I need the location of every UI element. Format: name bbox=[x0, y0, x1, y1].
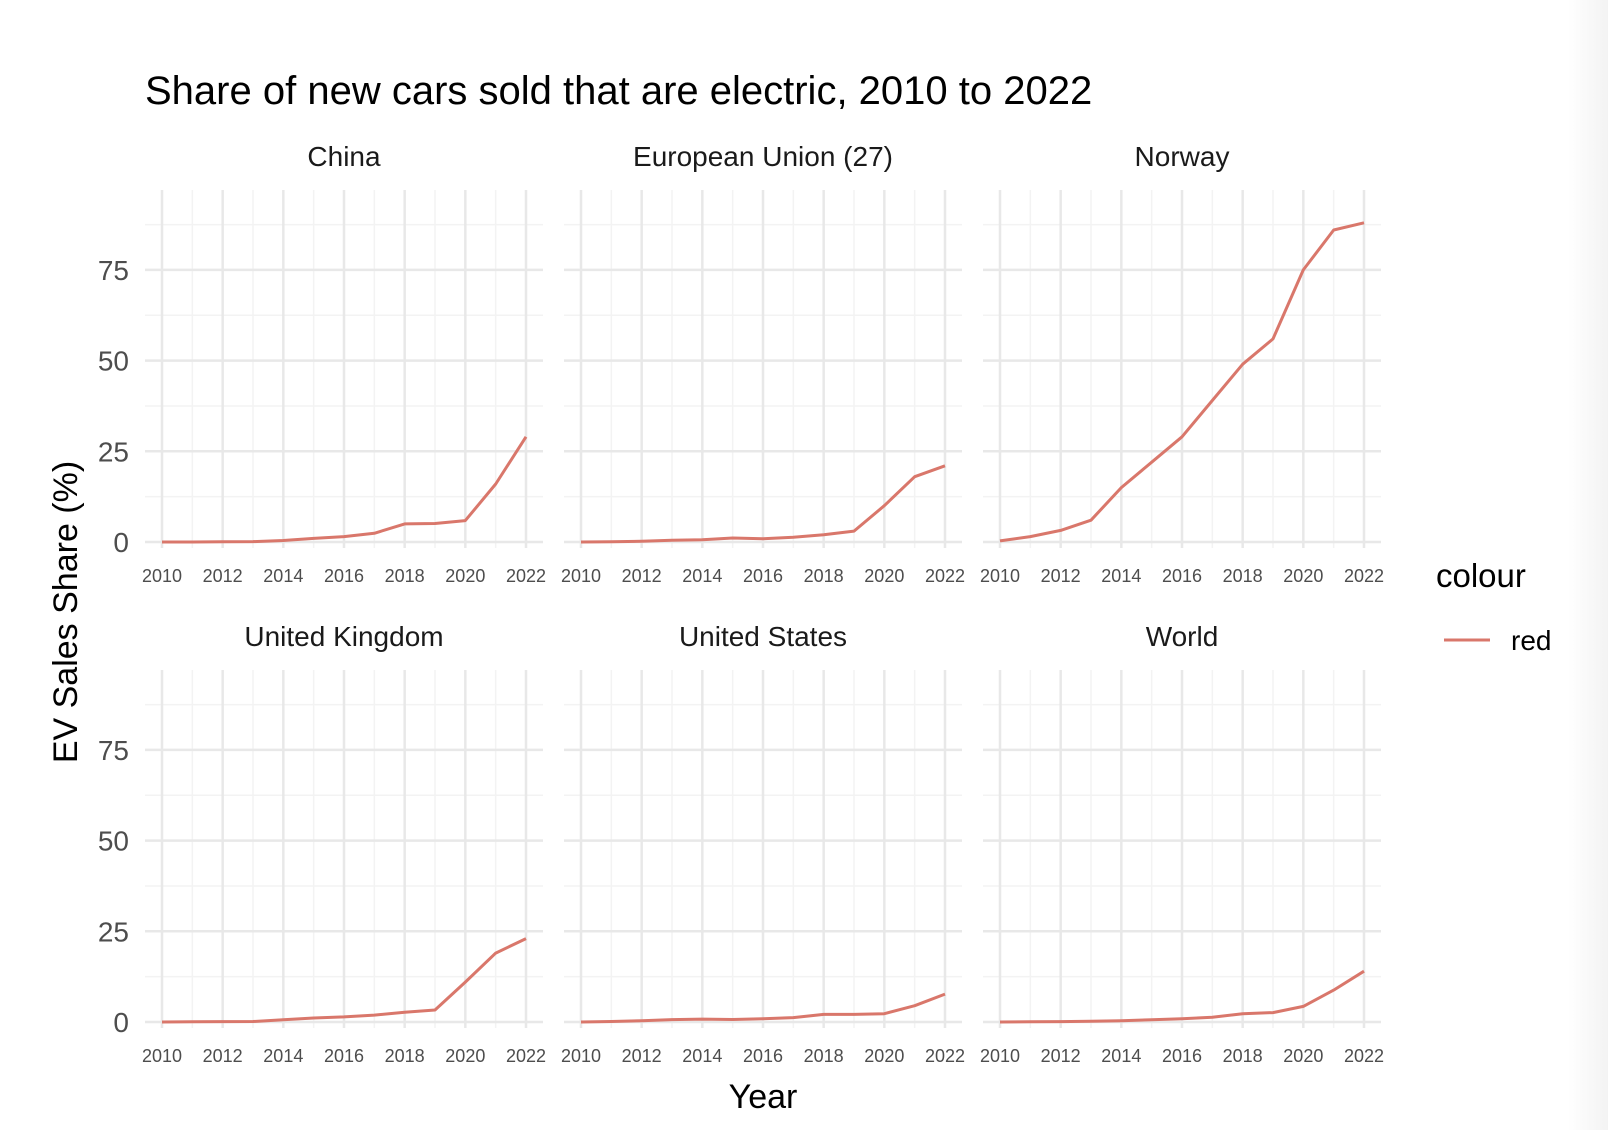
x-tick-label: 2014 bbox=[682, 1046, 722, 1066]
x-tick-label: 2012 bbox=[1041, 1046, 1081, 1066]
x-tick-label: 2018 bbox=[804, 1046, 844, 1066]
x-tick-label: 2012 bbox=[1041, 566, 1081, 586]
facet-label-united-kingdom: United Kingdom bbox=[244, 621, 443, 652]
y-tick-label: 0 bbox=[113, 527, 129, 558]
x-tick-label: 2010 bbox=[142, 566, 182, 586]
y-tick-label: 75 bbox=[98, 735, 129, 766]
x-tick-label: 2010 bbox=[980, 1046, 1020, 1066]
x-tick-label: 2014 bbox=[1101, 1046, 1141, 1066]
x-tick-label: 2020 bbox=[445, 1046, 485, 1066]
x-tick-label: 2010 bbox=[561, 1046, 601, 1066]
x-tick-label: 2018 bbox=[804, 566, 844, 586]
series-line-united-states bbox=[580, 992, 946, 1024]
x-tick-label: 2022 bbox=[506, 566, 546, 586]
x-tick-label: 2012 bbox=[622, 566, 662, 586]
panel-united-states: United States 2010 2012 2014 2016 2018 2020 202… bbox=[561, 621, 965, 1066]
y-tick-label: 0 bbox=[113, 1007, 129, 1038]
x-tick-label: 2014 bbox=[263, 566, 303, 586]
facet-label-norway: Norway bbox=[1135, 141, 1230, 172]
x-tick-label: 2020 bbox=[1283, 1046, 1323, 1066]
series-line-china bbox=[162, 435, 528, 544]
legend-entry-label: red bbox=[1511, 625, 1551, 656]
x-tick-label: 2022 bbox=[925, 566, 965, 586]
x-tick-label: 2012 bbox=[622, 1046, 662, 1066]
y-tick-label: 25 bbox=[98, 916, 129, 947]
x-tick-label: 2016 bbox=[743, 1046, 783, 1066]
panel-china: China 2010 2012 2014 2016 2018 2020 2022 0 25 50 75 bbox=[98, 141, 546, 586]
y-tick-label: 25 bbox=[98, 436, 129, 467]
x-tick-label: 2020 bbox=[445, 566, 485, 586]
panel-united-kingdom: United Kingdom 2010 2012 2014 2016 2018 2020 20… bbox=[98, 621, 546, 1066]
window-edge-shade bbox=[1568, 0, 1608, 1130]
x-tick-label: 2020 bbox=[864, 566, 904, 586]
x-tick-label: 2022 bbox=[506, 1046, 546, 1066]
panel-world: World 2010 2012 2014 2016 2018 2020 2022 bbox=[980, 621, 1384, 1066]
x-tick-label: 2010 bbox=[980, 566, 1020, 586]
x-tick-label: 2018 bbox=[1223, 566, 1263, 586]
x-tick-label: 2016 bbox=[1162, 566, 1202, 586]
facet-label-european-union-27: European Union (27) bbox=[633, 141, 893, 172]
x-tick-label: 2010 bbox=[561, 566, 601, 586]
facet-panels: China 2010 2012 2014 2016 2018 2020 2022 0 25 50 75… bbox=[98, 141, 1384, 1066]
y-tick-label: 75 bbox=[98, 255, 129, 286]
x-tick-label: 2018 bbox=[1223, 1046, 1263, 1066]
x-tick-label: 2014 bbox=[263, 1046, 303, 1066]
series-line-world bbox=[999, 969, 1365, 1024]
chart-title: Share of new cars sold that are electric… bbox=[145, 69, 1092, 113]
x-tick-label: 2018 bbox=[385, 1046, 425, 1066]
x-tick-label: 2016 bbox=[1162, 1046, 1202, 1066]
x-tick-label: 2022 bbox=[925, 1046, 965, 1066]
y-tick-label: 50 bbox=[98, 346, 129, 377]
series-line-united-kingdom bbox=[161, 937, 527, 1024]
panel-norway: Norway 2010 2012 2014 2016 2018 2020 2022 bbox=[980, 141, 1384, 586]
legend: colour red bbox=[1436, 557, 1551, 656]
x-tick-label: 2022 bbox=[1344, 566, 1384, 586]
x-tick-label: 2014 bbox=[682, 566, 722, 586]
x-tick-label: 2016 bbox=[743, 566, 783, 586]
panel-european-union-27: European Union (27) 2010 2012 2014 2016 2018 2… bbox=[561, 141, 965, 586]
x-tick-label: 2014 bbox=[1101, 566, 1141, 586]
x-tick-label: 2020 bbox=[1283, 566, 1323, 586]
x-tick-label: 2012 bbox=[203, 566, 243, 586]
y-axis-label: EV Sales Share (%) bbox=[47, 461, 85, 763]
x-tick-label: 2010 bbox=[142, 1046, 182, 1066]
x-tick-label: 2022 bbox=[1344, 1046, 1384, 1066]
facet-label-world: World bbox=[1146, 621, 1219, 652]
legend-title: colour bbox=[1436, 557, 1526, 594]
x-tick-label: 2016 bbox=[324, 566, 364, 586]
x-tick-label: 2012 bbox=[203, 1046, 243, 1066]
facet-label-china: China bbox=[307, 141, 381, 172]
facet-label-united-states: United States bbox=[679, 621, 847, 652]
x-tick-label: 2020 bbox=[864, 1046, 904, 1066]
x-axis-label: Year bbox=[729, 1078, 798, 1116]
series-line-european-union-27 bbox=[580, 464, 946, 544]
y-tick-label: 50 bbox=[98, 826, 129, 857]
series-line-norway bbox=[999, 221, 1365, 543]
x-tick-label: 2018 bbox=[385, 566, 425, 586]
x-tick-label: 2016 bbox=[324, 1046, 364, 1066]
